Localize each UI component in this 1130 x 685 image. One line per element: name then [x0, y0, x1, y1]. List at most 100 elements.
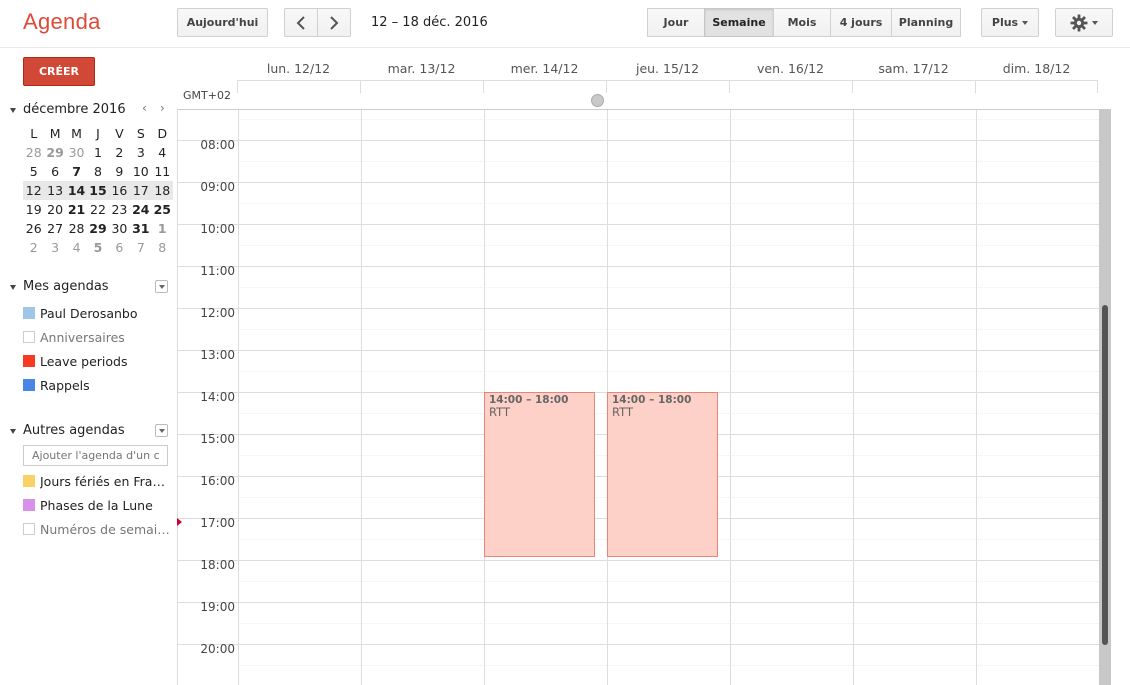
mini-day[interactable]: 21 [67, 202, 86, 217]
view-4days-button[interactable]: 4 jours [830, 8, 892, 37]
mini-day[interactable]: 9 [115, 164, 124, 179]
hour-label: 11:00 [200, 264, 235, 278]
day-header[interactable]: mer. 14/12 [510, 61, 579, 76]
mini-day[interactable]: 2 [29, 240, 38, 255]
add-calendar-input[interactable] [23, 445, 168, 466]
day-header[interactable]: jeu. 15/12 [635, 61, 700, 76]
mini-day[interactable]: 6 [51, 164, 60, 179]
other-calendars-title[interactable]: Autres agendas [23, 423, 125, 438]
previous-period-button[interactable] [284, 8, 318, 37]
grid-scroll-thumb[interactable] [1102, 305, 1108, 645]
view-week-button[interactable]: Semaine [704, 8, 774, 37]
mini-day[interactable]: 30 [111, 221, 128, 236]
mini-day[interactable]: 1 [94, 145, 102, 160]
mini-day[interactable]: 23 [111, 202, 128, 217]
mini-day[interactable]: 5 [93, 240, 103, 255]
calendar-item-phases-lune[interactable]: Phases de la Lune [23, 497, 153, 513]
hour-label: 16:00 [200, 474, 235, 488]
mini-prev-month-icon[interactable]: ‹ [142, 101, 147, 115]
calendar-item-rappels[interactable]: Rappels [23, 377, 90, 393]
weekday-label: V [115, 126, 124, 141]
calendar-item-paul[interactable]: Paul Derosanbo [23, 305, 138, 321]
mini-next-month-icon[interactable]: › [160, 101, 165, 115]
mini-day[interactable]: 4 [158, 145, 167, 160]
my-calendars-menu-button[interactable] [155, 280, 168, 293]
mini-day[interactable]: 25 [153, 202, 171, 217]
mini-day[interactable]: 27 [47, 221, 64, 236]
mini-day[interactable]: 2 [115, 145, 124, 160]
mini-day[interactable]: 29 [89, 221, 107, 236]
my-calendars-title[interactable]: Mes agendas [23, 279, 109, 294]
week-grid[interactable] [177, 109, 1099, 685]
chevron-right-icon [330, 15, 339, 30]
calendar-item-leave-periods[interactable]: Leave periods [23, 353, 128, 369]
mini-day[interactable]: 18 [151, 181, 173, 200]
collapse-triangle-icon[interactable] [10, 285, 16, 290]
day-header[interactable]: mar. 13/12 [387, 61, 456, 76]
mini-day[interactable]: 30 [68, 145, 85, 160]
timezone-label: GMT+02 [183, 89, 231, 102]
chevron-down-icon [1022, 20, 1029, 25]
gear-icon [1070, 14, 1088, 31]
hour-label: 09:00 [200, 180, 235, 194]
mini-day[interactable]: 22 [90, 202, 106, 217]
next-period-button[interactable] [317, 8, 351, 37]
mini-day[interactable]: 15 [87, 181, 109, 200]
view-month-button[interactable]: Mois [773, 8, 831, 37]
view-agenda-button[interactable]: Planning [891, 8, 961, 37]
mini-day[interactable]: 1 [157, 221, 167, 236]
calendar-item-anniversaires[interactable]: Anniversaires [23, 329, 125, 345]
other-calendars-menu-button[interactable] [155, 424, 168, 437]
mini-day[interactable]: 28 [68, 221, 85, 236]
calendar-item-numeros-semaine[interactable]: Numéros de semaine [23, 521, 170, 537]
calendar-event[interactable]: 14:00 – 18:00 RTT [607, 392, 718, 557]
mini-day[interactable]: 29 [46, 145, 64, 160]
mini-day[interactable]: 13 [44, 181, 66, 200]
calendar-color-swatch [23, 379, 35, 391]
mini-day[interactable]: 6 [115, 240, 124, 255]
mini-day[interactable]: 19 [25, 202, 42, 217]
settings-button[interactable] [1055, 8, 1113, 37]
mini-day[interactable]: 5 [29, 164, 38, 179]
day-header[interactable]: lun. 12/12 [266, 61, 331, 76]
day-header[interactable]: dim. 18/12 [1002, 61, 1071, 76]
mini-day[interactable]: 28 [25, 145, 42, 160]
calendar-item-jours-feries[interactable]: Jours fériés en Fran… [23, 473, 170, 489]
mini-day[interactable]: 10 [132, 164, 149, 179]
mini-day[interactable]: 11 [154, 164, 171, 179]
mini-day[interactable]: 26 [25, 221, 42, 236]
view-switcher: Jour Semaine Mois 4 jours Planning [647, 8, 961, 37]
mini-day[interactable]: 24 [132, 202, 150, 217]
weekday-label: M [71, 126, 82, 141]
chevron-left-icon [296, 15, 305, 30]
today-button[interactable]: Aujourd'hui [177, 8, 268, 37]
all-day-row[interactable] [237, 80, 1098, 93]
my-calendars-section: Mes agendas [10, 279, 170, 295]
mini-day[interactable]: 12 [23, 181, 45, 200]
day-header[interactable]: ven. 16/12 [757, 61, 824, 76]
mini-day[interactable]: 8 [94, 164, 102, 179]
view-day-button[interactable]: Jour [647, 8, 705, 37]
all-day-column-divider [606, 80, 607, 93]
mini-day[interactable]: 3 [51, 240, 60, 255]
mini-calendar: L M M J V S D 28 29 30 1 2 3 4 5 6 7 8 9… [23, 124, 173, 257]
mini-day[interactable]: 31 [132, 221, 150, 236]
mini-day[interactable]: 17 [130, 181, 152, 200]
mini-day[interactable]: 7 [136, 240, 145, 255]
collapse-triangle-icon[interactable] [10, 429, 16, 434]
mini-day[interactable]: 3 [136, 145, 145, 160]
create-event-button[interactable]: CRÉER [23, 57, 95, 86]
mini-day[interactable]: 20 [47, 202, 64, 217]
mini-day[interactable]: 7 [72, 164, 81, 179]
day-header[interactable]: sam. 17/12 [878, 61, 949, 76]
collapse-all-day-icon[interactable] [591, 94, 604, 107]
mini-day[interactable]: 4 [72, 240, 81, 255]
hour-label: 10:00 [200, 222, 235, 236]
mini-day[interactable]: 8 [158, 240, 167, 255]
collapse-triangle-icon[interactable] [10, 108, 16, 113]
more-button[interactable]: Plus [981, 8, 1039, 37]
mini-day[interactable]: 14 [65, 181, 88, 200]
hour-label: 20:00 [200, 642, 235, 656]
mini-day[interactable]: 16 [108, 181, 131, 200]
calendar-event[interactable]: 14:00 – 18:00 RTT [484, 392, 595, 557]
